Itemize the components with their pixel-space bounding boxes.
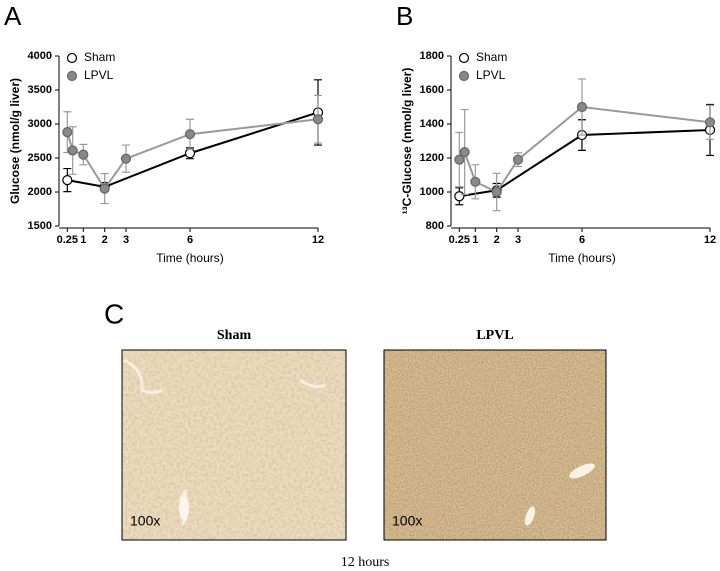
x-tick-label: 1 [80, 234, 86, 246]
x-tick-label: 1 [472, 234, 478, 246]
legend-marker [458, 70, 470, 82]
x-tick-label: 12 [704, 234, 716, 246]
x-axis-title: Time (hours) [548, 251, 616, 265]
marker [67, 145, 78, 156]
image-title: Sham [217, 328, 252, 343]
x-tick-label: 12 [312, 234, 324, 246]
y-tick-label: 2000 [28, 186, 52, 198]
series-line [67, 111, 319, 188]
caption: 12 hours [341, 555, 390, 570]
x-tick-label: 3 [515, 234, 521, 246]
marker [99, 183, 110, 194]
marker [459, 146, 470, 158]
series-line [459, 128, 711, 198]
y-tick-label: 1800 [420, 50, 444, 62]
legend-marker [66, 70, 78, 82]
panel-label: B [396, 1, 413, 31]
marker [78, 149, 89, 160]
y-axis-title: ¹³C-Glucose (nmol/g liver) [400, 68, 414, 215]
marker [491, 186, 502, 198]
magnification: 100x [130, 513, 160, 529]
legend-label: LPVL [84, 68, 114, 82]
micrograph [121, 349, 347, 541]
marker [470, 176, 481, 187]
legend-marker [66, 52, 78, 64]
panel-label: A [4, 1, 22, 31]
marker [184, 148, 196, 159]
marker [454, 191, 465, 202]
marker [704, 117, 716, 128]
marker [512, 154, 524, 165]
x-tick-label: 2 [102, 234, 108, 246]
marker [184, 129, 196, 140]
x-tick-label: 0.25 [57, 234, 78, 246]
y-tick-label: 3500 [28, 84, 52, 96]
marker [454, 154, 465, 165]
series [454, 78, 716, 212]
x-tick-label: 2 [494, 234, 500, 246]
legend-label: Sham [476, 50, 507, 64]
marker [576, 101, 588, 113]
x-axis-title: Time (hours) [156, 251, 224, 265]
y-tick-label: 1600 [420, 84, 444, 96]
y-tick-label: 1200 [420, 152, 444, 164]
marker [312, 114, 324, 125]
y-tick-label: 1000 [420, 186, 444, 198]
micrograph [383, 349, 607, 541]
panel-label: C [104, 298, 124, 329]
marker [62, 175, 73, 186]
y-tick-label: 800 [426, 220, 444, 232]
image-title: LPVL [476, 328, 513, 343]
y-axis-title: Glucose (nmol/g liver) [8, 78, 22, 204]
x-tick-label: 3 [123, 234, 129, 246]
x-tick-label: 6 [187, 234, 193, 246]
x-tick-label: 6 [579, 234, 585, 246]
marker [62, 127, 73, 138]
y-tick-label: 1500 [28, 220, 52, 232]
marker [120, 153, 132, 164]
legend-label: LPVL [476, 68, 506, 82]
legend-marker [458, 52, 470, 64]
legend-label: Sham [84, 50, 115, 64]
magnification: 100x [392, 513, 422, 529]
y-tick-label: 3000 [28, 118, 52, 130]
y-tick-label: 4000 [28, 50, 52, 62]
y-tick-label: 2500 [28, 152, 52, 164]
y-tick-label: 1400 [420, 118, 444, 130]
series [62, 94, 324, 205]
x-tick-label: 0.25 [449, 234, 470, 246]
